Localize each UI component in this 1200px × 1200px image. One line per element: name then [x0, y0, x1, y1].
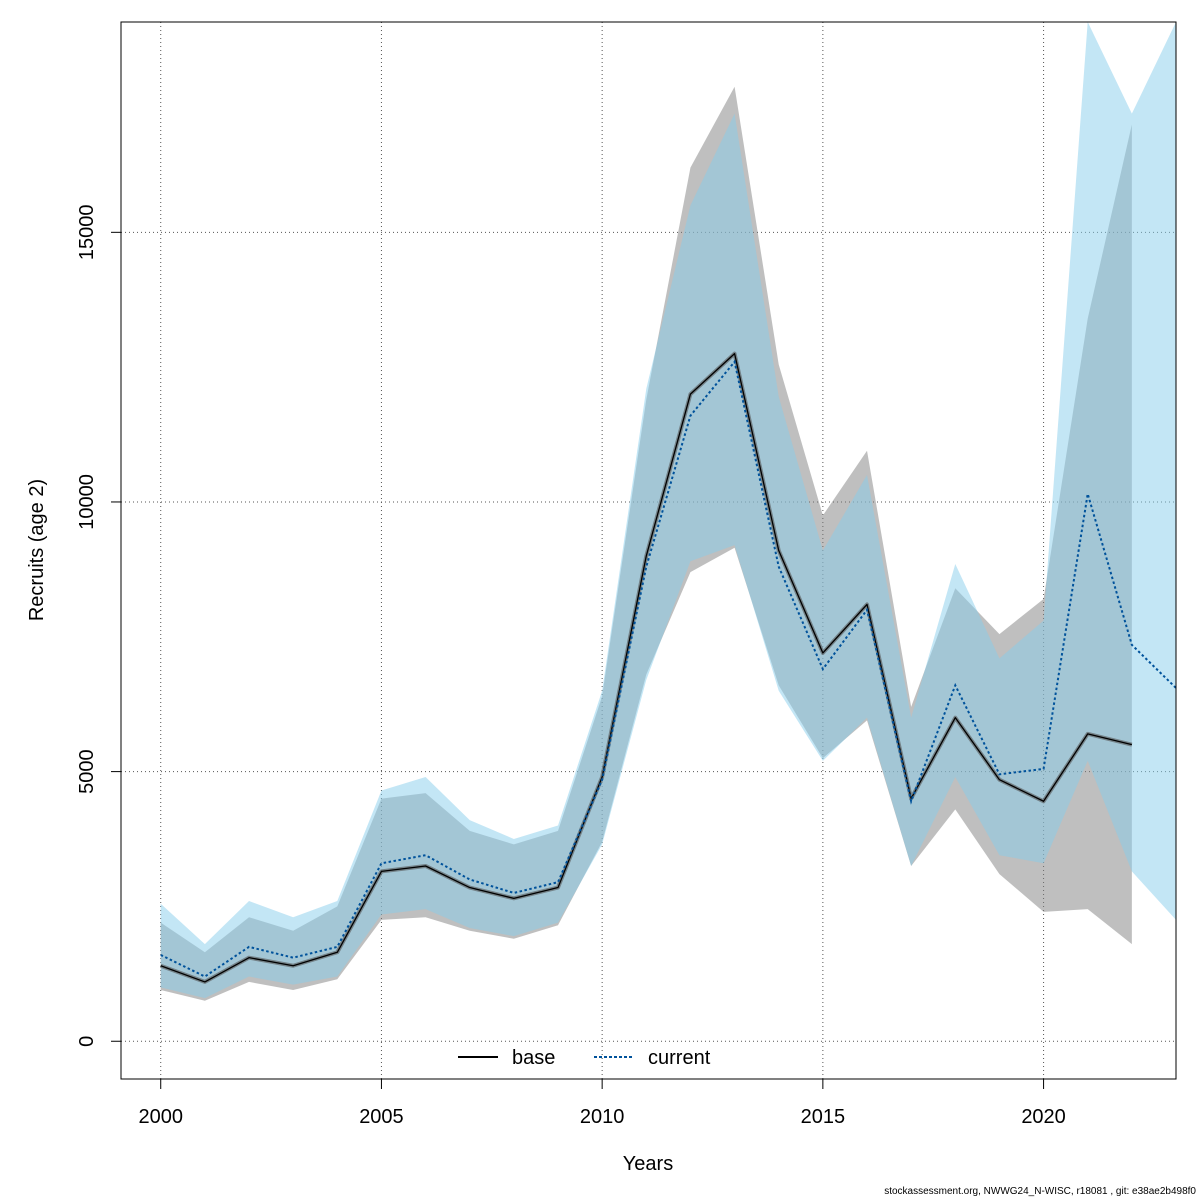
line-base [160, 353, 1133, 983]
band-current [160, 22, 1176, 999]
series-lines [160, 351, 1176, 984]
footer-note: stockassessment.org, NWWG24_N-WISC, r180… [884, 1186, 1196, 1197]
legend-label-base: base [512, 1047, 555, 1069]
legend-label-current: current [648, 1047, 711, 1069]
x-tick-label-2015: 2015 [801, 1106, 846, 1128]
x-axis-label: Years [623, 1153, 673, 1175]
line-current [160, 359, 1176, 978]
y-tick-label-10000: 10000 [76, 474, 98, 530]
x-tick-label-2000: 2000 [138, 1106, 183, 1128]
y-tick-label-0: 0 [76, 1036, 98, 1047]
y-tick-label-5000: 5000 [76, 749, 98, 794]
x-tick-label-2020: 2020 [1021, 1106, 1066, 1128]
y-tick-label-15000: 15000 [76, 205, 98, 261]
plot-frame [120, 21, 1177, 1080]
axes: 2000 2005 2010 2015 2020 0 5000 10000 15000 [76, 205, 1066, 1128]
confidence-bands [160, 22, 1176, 1001]
legend: base current [458, 1047, 711, 1069]
y-axis-label: Recruits (age 2) [26, 479, 48, 621]
x-tick-label-2005: 2005 [359, 1106, 404, 1128]
x-tick-label-2010: 2010 [580, 1106, 625, 1128]
